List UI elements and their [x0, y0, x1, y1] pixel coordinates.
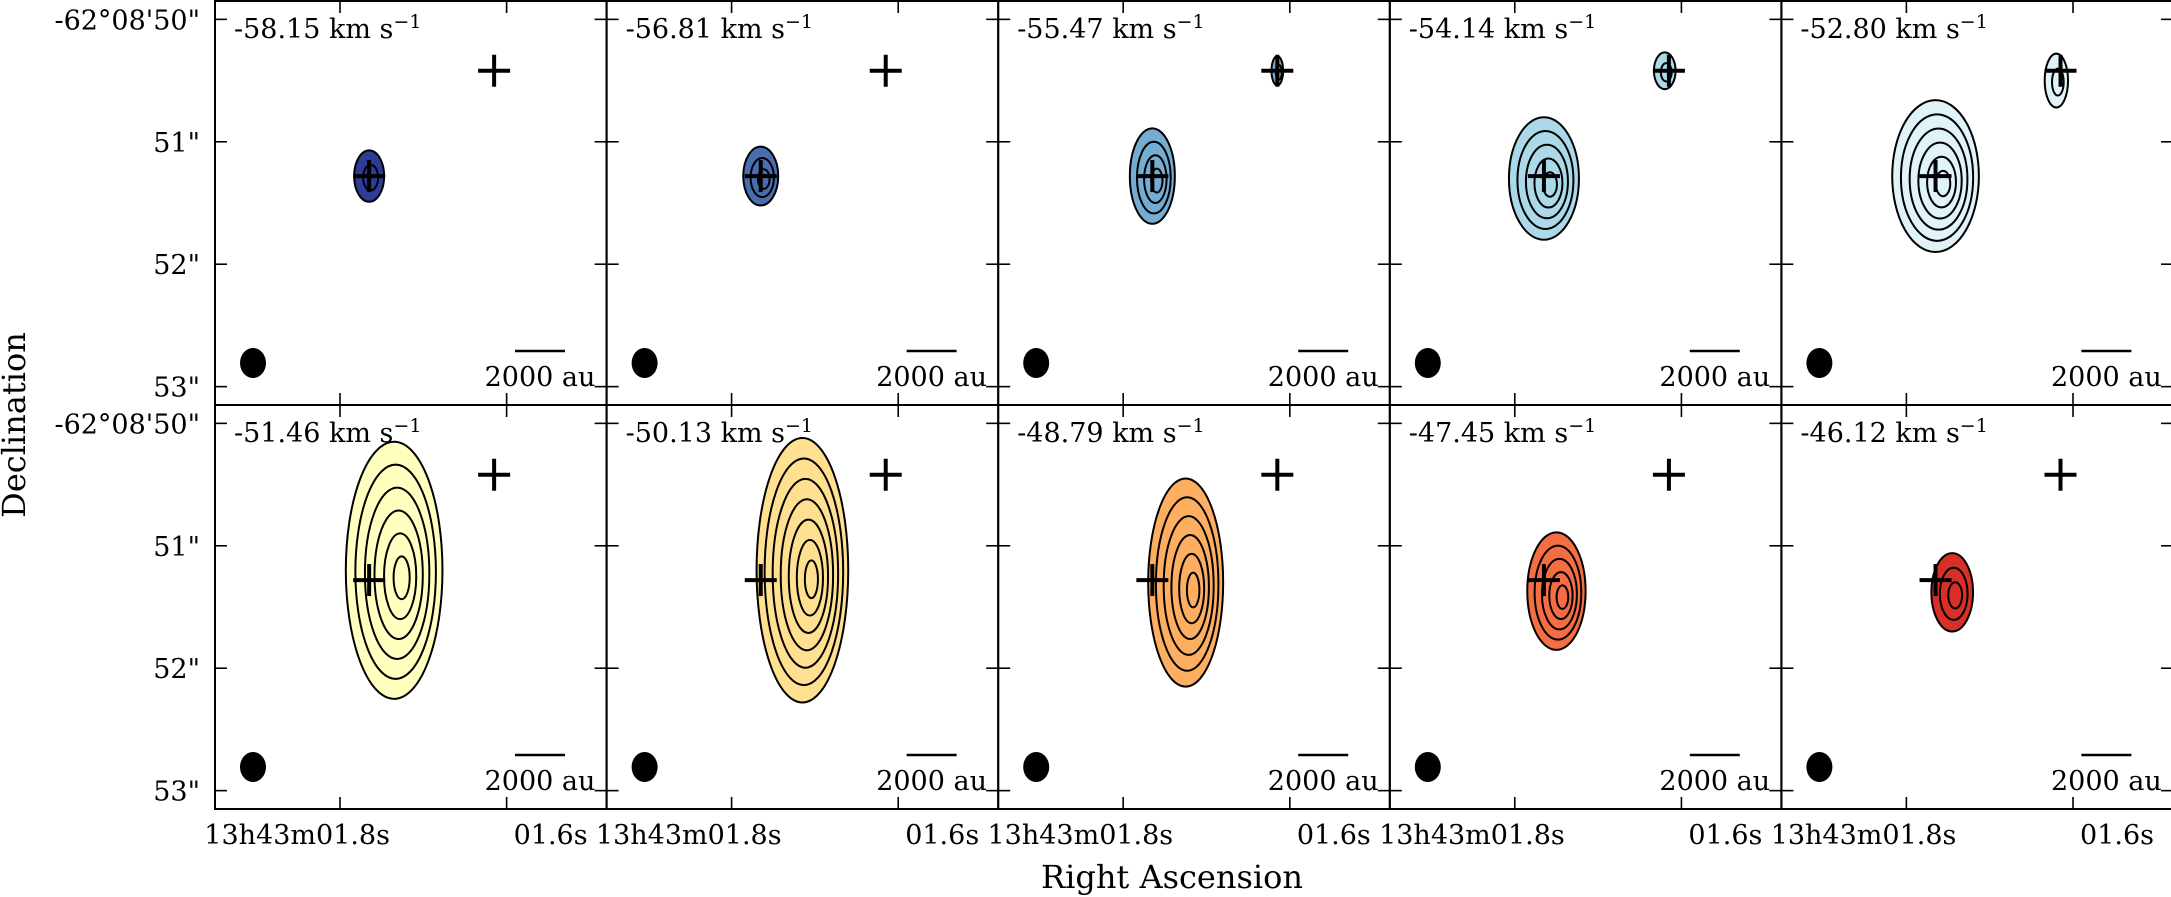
x-tick-label: 13h43m01.8s: [987, 820, 1173, 851]
y-axis-label: Declination: [0, 332, 33, 518]
velocity-label: -54.14 km s−1: [1409, 11, 1596, 45]
y-tick-label: 51": [153, 128, 200, 159]
contour-level: [1185, 571, 1201, 609]
velocity-label: -46.12 km s−1: [1800, 415, 1987, 449]
channel-panel: 2000 au -50.13 km s−1 13h43m01.8s 01.6s: [596, 404, 1000, 851]
velocity-label: -48.79 km s−1: [1017, 415, 1204, 449]
panel-content: [1414, 458, 1740, 782]
velocity-unit-exponent: −1: [1960, 11, 1988, 33]
channel-panel: 2000 au -58.15 km s−1 -62°08'50" 51" 52" 53": [54, 0, 608, 406]
beam-ellipse: [240, 348, 266, 378]
panel-content: [240, 54, 565, 378]
x-tick-label: 13h43m01.8s: [596, 820, 782, 851]
scale-bar-label: 2000 au: [1268, 766, 1379, 797]
contour-level: [1947, 581, 1964, 610]
panel-content: [240, 440, 565, 782]
channel-panel: 2000 au -54.14 km s−1: [1388, 0, 1783, 406]
beam-ellipse: [1806, 752, 1833, 782]
scale-bar-label: 2000 au: [2051, 362, 2162, 393]
y-tick-label: -62°08'50": [54, 409, 200, 440]
channel-map-grid: 2000 au-58.15 km s−1-62°08'50"51"52"53" 2…: [54, 0, 2171, 851]
beam-ellipse: [1806, 348, 1833, 378]
velocity-unit-exponent: −1: [1568, 415, 1596, 437]
x-tick-label: 01.6s: [2080, 820, 2154, 851]
scale-bar-label: 2000 au: [876, 362, 987, 393]
channel-panel: 2000 au -51.46 km s−1 -62°08'50" 51" 52" 53"1…: [54, 404, 608, 851]
channel-panel: 2000 au -47.45 km s−1 13h43m01.8s 01.6s: [1379, 404, 1783, 851]
y-tick-label: 53": [153, 373, 200, 404]
channel-panel: 2000 au -48.79 km s−1 13h43m01.8s 01.6s: [987, 404, 1391, 851]
beam-ellipse: [631, 348, 658, 378]
x-tick-label: 13h43m01.8s: [1379, 820, 1565, 851]
x-tick-label: 13h43m01.8s: [204, 820, 390, 851]
panel-content: [1806, 52, 2132, 378]
beam-ellipse: [240, 752, 266, 782]
velocity-label: -55.47 km s−1: [1017, 11, 1204, 45]
velocity-label: -58.15 km s−1: [234, 11, 421, 45]
velocity-label: -51.46 km s−1: [234, 415, 421, 449]
beam-ellipse: [1023, 752, 1050, 782]
velocity-unit-exponent: −1: [393, 415, 421, 437]
panel-content: [631, 54, 957, 378]
velocity-unit-exponent: −1: [1960, 415, 1988, 437]
channel-panel: 2000 au -52.80 km s−1: [1780, 0, 2171, 406]
panel-frame: [605, 0, 1000, 406]
x-tick-label: 13h43m01.8s: [1771, 820, 1957, 851]
channel-panel: 2000 au -46.12 km s−1 13h43m01.8s 01.6s: [1771, 404, 2171, 851]
y-tick-label: 52": [153, 250, 200, 281]
panel-frame: [1780, 404, 2171, 810]
scale-bar-label: 2000 au: [1659, 362, 1770, 393]
contour-level: [392, 555, 411, 601]
beam-ellipse: [631, 752, 658, 782]
y-tick-label: 51": [153, 532, 200, 563]
y-tick-label: 52": [153, 654, 200, 685]
panel-content: [1023, 458, 1349, 782]
panel-frame: [1388, 404, 1783, 810]
velocity-unit-exponent: −1: [1177, 11, 1205, 33]
beam-ellipse: [1414, 752, 1441, 782]
scale-bar-label: 2000 au: [1268, 362, 1379, 393]
beam-ellipse: [1023, 348, 1050, 378]
x-tick-label: 01.6s: [905, 820, 979, 851]
x-tick-label: 01.6s: [1688, 820, 1762, 851]
velocity-label: -47.45 km s−1: [1409, 415, 1596, 449]
velocity-unit-exponent: −1: [785, 11, 813, 33]
x-tick-label: 01.6s: [514, 820, 588, 851]
panel-frame: [1388, 0, 1783, 406]
y-tick-label: -62°08'50": [54, 5, 200, 36]
contour-level: [1555, 584, 1570, 610]
scale-bar-label: 2000 au: [2051, 766, 2162, 797]
channel-panel: 2000 au -55.47 km s−1: [997, 0, 1391, 406]
velocity-unit-exponent: −1: [1568, 11, 1596, 33]
scale-bar-label: 2000 au: [876, 766, 987, 797]
panel-content: [1023, 54, 1349, 378]
x-tick-label: 01.6s: [1297, 820, 1371, 851]
velocity-unit-exponent: −1: [1177, 415, 1205, 437]
velocity-label: -50.13 km s−1: [626, 415, 813, 449]
channel-panel: 2000 au -56.81 km s−1: [605, 0, 1000, 406]
contour-level: [803, 559, 819, 600]
beam-ellipse: [1414, 348, 1441, 378]
velocity-unit-exponent: −1: [785, 415, 813, 437]
velocity-label: -52.80 km s−1: [1800, 11, 1987, 45]
panel-frame: [997, 0, 1391, 406]
scale-bar-label: 2000 au: [485, 362, 596, 393]
panel-frame: [214, 0, 608, 406]
y-tick-label: 53": [153, 777, 200, 808]
panel-content: [631, 437, 957, 782]
scale-bar-label: 2000 au: [1659, 766, 1770, 797]
panel-content: [1414, 51, 1740, 378]
panel-content: [1806, 458, 2132, 782]
x-axis-label: Right Ascension: [1041, 858, 1303, 896]
velocity-label: -56.81 km s−1: [626, 11, 813, 45]
scale-bar-label: 2000 au: [485, 766, 596, 797]
velocity-unit-exponent: −1: [393, 11, 421, 33]
